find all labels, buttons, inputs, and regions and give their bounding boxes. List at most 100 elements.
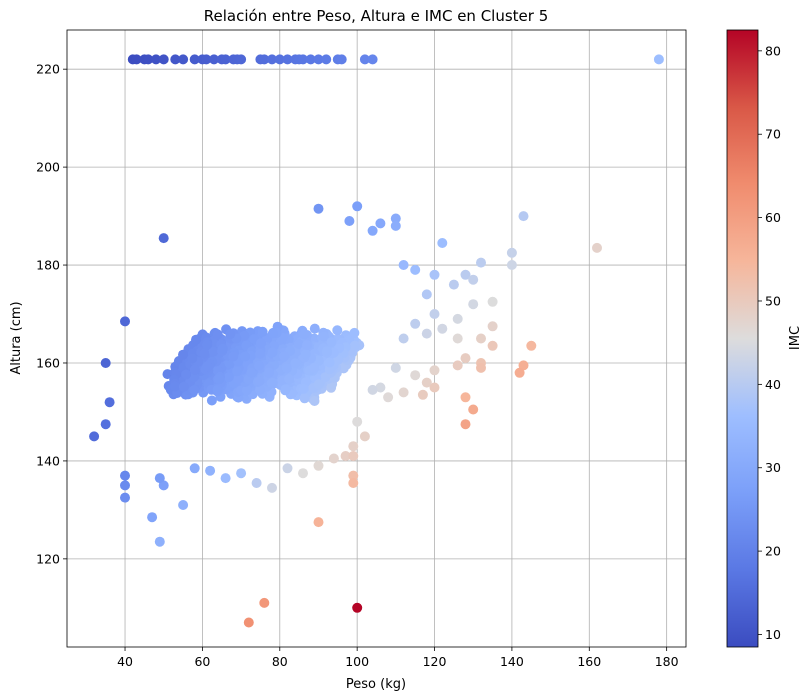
cloud-point xyxy=(232,366,242,377)
cloud-point xyxy=(241,385,252,396)
cloud-point xyxy=(202,339,213,350)
data-point xyxy=(514,367,525,378)
grid-lines xyxy=(67,30,686,647)
data-point xyxy=(178,500,189,510)
y-axis-label: Altura (cm) xyxy=(9,301,24,374)
data-point xyxy=(476,333,486,344)
data-point xyxy=(298,468,308,479)
data-point xyxy=(328,453,339,464)
data-point xyxy=(352,416,363,427)
cloud-point xyxy=(324,357,335,368)
cloud-point xyxy=(255,385,265,395)
cloud-point xyxy=(267,347,278,358)
data-point xyxy=(120,470,130,481)
data-point xyxy=(421,289,432,300)
x-tick-label: 160 xyxy=(577,654,601,669)
cloud-point xyxy=(281,363,292,374)
data-point xyxy=(158,54,169,65)
data-point xyxy=(417,389,428,400)
cloud-point xyxy=(284,373,295,384)
data-point xyxy=(348,441,359,452)
cloud-point xyxy=(300,349,311,360)
data-point xyxy=(452,333,463,344)
data-point xyxy=(201,54,212,65)
colorbar-label: IMC xyxy=(788,326,803,350)
data-point xyxy=(147,512,158,523)
cloud-point xyxy=(257,326,268,337)
cloud-point xyxy=(202,361,213,372)
data-point xyxy=(476,257,486,268)
y-tick-label: 180 xyxy=(36,258,60,273)
cloud-point xyxy=(214,374,225,385)
data-point xyxy=(313,517,324,528)
data-point xyxy=(487,340,498,351)
data-point xyxy=(154,473,165,484)
cloud-point xyxy=(228,351,239,362)
cloud-point xyxy=(332,325,343,336)
data-point xyxy=(429,382,440,393)
x-axis-label: Peso (kg) xyxy=(346,677,406,692)
data-point xyxy=(367,384,378,395)
colorbar-tick-label: 10 xyxy=(765,627,781,642)
data-point xyxy=(321,54,332,65)
x-tick-label: 140 xyxy=(500,654,524,669)
data-point xyxy=(344,216,355,226)
data-point xyxy=(437,238,448,248)
cloud-point xyxy=(217,343,228,354)
data-point xyxy=(429,365,440,376)
data-point xyxy=(205,465,216,476)
data-point xyxy=(336,54,347,65)
data-point xyxy=(429,269,440,280)
x-tick-label: 100 xyxy=(345,654,369,669)
cloud-point xyxy=(256,338,266,349)
data-point xyxy=(313,460,324,471)
data-point xyxy=(100,419,111,430)
data-point xyxy=(313,203,324,214)
colorbar-tick-label: 80 xyxy=(765,43,781,58)
cloud-point xyxy=(225,329,236,340)
cloud-point xyxy=(212,329,223,340)
data-point xyxy=(104,397,115,408)
cloud-point xyxy=(233,373,244,384)
colorbar-tick-label: 60 xyxy=(765,210,781,225)
colorbar-ticks: 10 20 30 40 50 60 70 80 xyxy=(758,43,781,642)
data-point xyxy=(367,225,378,236)
data-point xyxy=(375,382,386,393)
data-point xyxy=(367,54,378,65)
data-point xyxy=(437,323,448,334)
data-point xyxy=(274,54,285,65)
data-point xyxy=(282,463,293,474)
data-point xyxy=(398,260,409,270)
data-point xyxy=(448,279,459,290)
data-point xyxy=(410,264,421,275)
data-point xyxy=(375,218,386,229)
data-point xyxy=(460,353,471,364)
cloud-point xyxy=(187,353,198,364)
data-point xyxy=(209,54,219,65)
data-point xyxy=(506,260,517,270)
cloud-point xyxy=(318,331,329,342)
cloud-point xyxy=(206,395,217,406)
colorbar-tick-label: 20 xyxy=(765,544,781,559)
y-tick-label: 140 xyxy=(36,453,60,468)
data-point xyxy=(151,54,161,65)
data-point xyxy=(460,392,471,403)
x-tick-label: 120 xyxy=(423,654,447,669)
data-point xyxy=(468,404,479,415)
data-point xyxy=(243,617,254,628)
x-tick-label: 60 xyxy=(194,654,210,669)
data-point xyxy=(189,54,200,65)
cloud-point xyxy=(254,360,264,371)
y-tick-label: 160 xyxy=(36,355,60,370)
cloud-point xyxy=(313,379,324,390)
data-point xyxy=(120,316,130,327)
data-point xyxy=(120,480,130,491)
x-tick-label: 180 xyxy=(655,654,679,669)
cloud-point xyxy=(293,339,304,349)
data-point xyxy=(421,328,432,339)
data-point xyxy=(236,468,247,479)
data-point xyxy=(429,309,440,319)
cloud-point xyxy=(189,364,200,375)
cloud-point xyxy=(266,378,277,389)
